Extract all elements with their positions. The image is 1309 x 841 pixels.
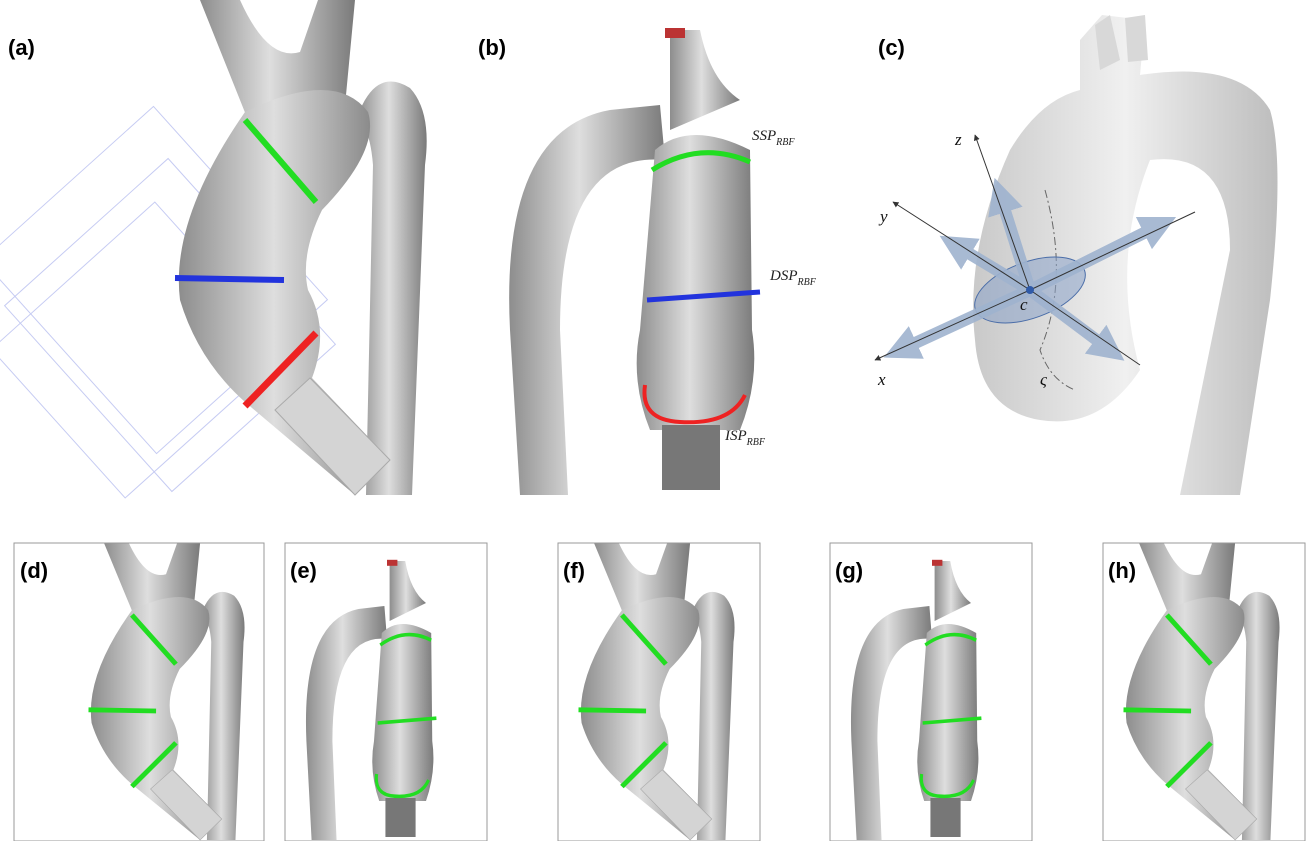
axis-label: y [878, 207, 888, 226]
panel-label: (h) [1108, 558, 1136, 583]
ring-dsp [175, 278, 284, 280]
annotation-sub: RBF [775, 137, 795, 148]
panel-label: (f) [563, 558, 585, 583]
panel-h: (h) [1103, 543, 1305, 841]
center-label: c [1020, 295, 1028, 314]
annotation-main: DSP [769, 268, 798, 284]
panel-label: (g) [835, 558, 863, 583]
aorta-render [509, 28, 754, 495]
panel-label: (e) [290, 558, 317, 583]
annotation-sub: RBF [797, 277, 817, 288]
panel-f: (f) [558, 543, 760, 841]
axis-label: z [954, 130, 962, 149]
panel-label: (a) [8, 35, 35, 60]
panel-b: SSPRBF DSPRBF ISPRBF (b) [478, 28, 817, 495]
axis-label: x [877, 370, 886, 389]
figure: (a) SSPRBF DSPRBF ISPRBF (b) z y x c ς (… [0, 0, 1309, 841]
annotation-sub: RBF [746, 437, 766, 448]
aorta-render [179, 0, 427, 495]
curve-label: ς [1040, 370, 1047, 389]
panel-e: (e) [285, 543, 487, 841]
annotation-main: SSP [752, 128, 776, 144]
annotation: DSPRBF [769, 268, 817, 288]
panel-label: (d) [20, 558, 48, 583]
panel-label: (c) [878, 35, 905, 60]
panel-c: z y x c ς (c) [875, 15, 1278, 495]
panel-g: (g) [830, 543, 1032, 841]
panel-d: (d) [14, 543, 264, 841]
panel-a: (a) [0, 0, 427, 498]
annotation: ISPRBF [724, 428, 766, 448]
annotation: SSPRBF [752, 128, 795, 148]
annotation-main: ISP [724, 428, 747, 444]
panel-label: (b) [478, 35, 506, 60]
